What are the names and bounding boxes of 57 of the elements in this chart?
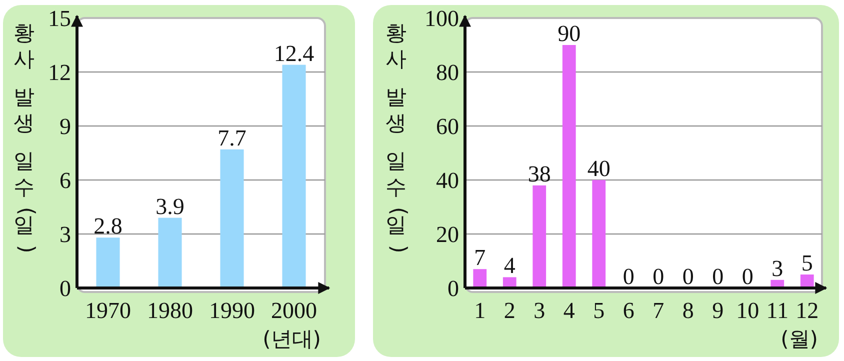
data-label: 4 — [504, 253, 516, 278]
y-tick-label: 0 — [60, 276, 71, 301]
x-tick-label: 1990 — [209, 298, 255, 323]
x-tick-label: 1980 — [147, 298, 193, 323]
x-tick-label: 2000 — [271, 298, 317, 323]
text: 황사 발생 일수(일) — [386, 21, 411, 254]
x-tick-label: 1 — [474, 298, 486, 323]
bar — [158, 218, 182, 288]
bar — [473, 269, 487, 288]
bar — [282, 64, 306, 288]
y-tick-label: 9 — [60, 114, 71, 139]
data-label: 0 — [712, 264, 724, 289]
bar — [800, 274, 814, 288]
data-label: 3 — [772, 256, 784, 281]
data-label: 40 — [587, 156, 610, 181]
data-label: 7 — [474, 245, 486, 270]
y-tick-label: 0 — [448, 276, 459, 301]
data-label: 0 — [652, 264, 664, 289]
data-label: 3.9 — [156, 194, 184, 219]
x-tick-label: 1970 — [85, 298, 131, 323]
y-tick-label: 80 — [436, 60, 459, 85]
data-label: 0 — [682, 264, 694, 289]
x-axis-title: (년대) — [262, 327, 321, 351]
x-tick-label: 12 — [796, 298, 819, 323]
data-label: 0 — [622, 264, 634, 289]
bar — [96, 238, 120, 288]
data-label: 7.7 — [218, 125, 246, 150]
x-tick-label: 7 — [652, 298, 664, 323]
x-tick-label: 8 — [682, 298, 694, 323]
data-label: 2.8 — [94, 214, 122, 239]
text: 황사 발생 일수(일) — [14, 21, 39, 254]
x-tick-label: 4 — [563, 298, 576, 323]
x-tick-label: 5 — [593, 298, 605, 323]
y-tick-label: 40 — [436, 168, 459, 193]
y-tick-label: 15 — [48, 6, 71, 31]
x-tick-label: 11 — [766, 298, 788, 323]
x-tick-label: 6 — [622, 298, 634, 323]
data-label: 12.4 — [274, 40, 315, 66]
x-tick-label: 3 — [534, 298, 546, 323]
bar — [532, 185, 546, 288]
y-tick-label: 6 — [60, 168, 71, 193]
bar — [220, 149, 244, 288]
y-tick-label: 60 — [436, 114, 459, 139]
x-tick-label: 9 — [712, 298, 724, 323]
bar — [562, 45, 576, 288]
y-tick-label: 100 — [424, 6, 459, 31]
y-tick-label: 3 — [60, 222, 71, 247]
data-label: 0 — [742, 264, 754, 289]
x-tick-label: 10 — [736, 298, 760, 323]
bar — [592, 180, 606, 288]
x-tick-label: 2 — [504, 298, 516, 323]
y-tick-label: 20 — [436, 222, 459, 247]
y-tick-label: 12 — [48, 60, 71, 85]
x-axis-title: (월) — [780, 327, 818, 351]
data-label: 5 — [801, 250, 813, 276]
data-label: 38 — [528, 161, 551, 186]
data-label: 90 — [558, 21, 581, 46]
